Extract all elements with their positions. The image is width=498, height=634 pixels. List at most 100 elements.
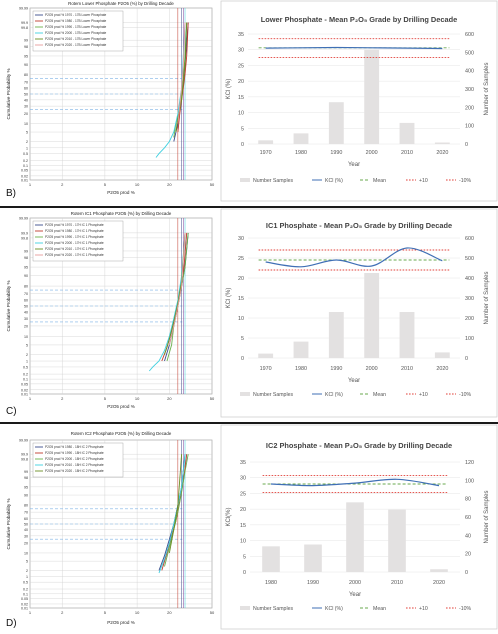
sample-count-bar bbox=[258, 140, 274, 144]
bar-chart-lower-phosphate: 0 5 10 15 20 25 30 35 0 100 200 300 400 500 600 1970 198… bbox=[220, 0, 498, 202]
x-axis-label: P2O5 prod % bbox=[107, 620, 135, 625]
probability-series-line bbox=[175, 22, 188, 133]
chart-title: Rotem IC2 Phosphate P2O5 (%) by Drilling… bbox=[71, 431, 172, 436]
x-tick-label: 2 bbox=[61, 610, 64, 615]
y-tick-label: 70 bbox=[24, 511, 28, 515]
x-tick-label: 1990 bbox=[330, 150, 342, 156]
chart-frame bbox=[220, 0, 498, 202]
y-tick-label: 99.99 bbox=[19, 439, 28, 443]
y-tick-label: 95 bbox=[24, 485, 28, 489]
y-tick-label: 99.99 bbox=[19, 217, 28, 221]
x-tick-label: 50 bbox=[210, 396, 215, 401]
y-tick-label: 0.05 bbox=[21, 169, 28, 173]
legend-entry: -10% bbox=[459, 606, 471, 612]
y-tick-label: 0 bbox=[241, 356, 244, 362]
x-tick-label: 1 bbox=[29, 182, 32, 187]
y-tick-label: 20 bbox=[24, 324, 28, 328]
legend-entry: -10% bbox=[459, 178, 471, 184]
y-tick-label: 99 bbox=[24, 249, 28, 253]
probability-plot-lower-phosphate: 0.010.020.050.10.20.51251020304050607080… bbox=[6, 1, 215, 195]
legend-entry: Number Samples bbox=[253, 392, 293, 398]
legend-entry: P2O5 prod % 2010 - 17B Lower Phosphate bbox=[45, 37, 107, 41]
x-tick-label: 50 bbox=[210, 182, 215, 187]
x-tick-label: 5 bbox=[104, 396, 107, 401]
y2-tick-label: 100 bbox=[465, 478, 474, 484]
x-tick-label: 2000 bbox=[349, 580, 361, 586]
legend-swatch-bars bbox=[240, 392, 250, 396]
y-tick-label: 5 bbox=[26, 343, 28, 347]
y2-tick-label: 60 bbox=[465, 515, 471, 521]
y-tick-label: 40 bbox=[24, 310, 28, 314]
legend-entry: KCl (%) bbox=[325, 606, 343, 612]
y-tick-label: 0.05 bbox=[21, 382, 28, 386]
legend-box bbox=[32, 220, 124, 262]
y-tick-label: 99 bbox=[24, 39, 28, 43]
y-tick-label: 35 bbox=[238, 32, 244, 38]
y-axis-label: KCl (%) bbox=[226, 79, 232, 100]
y2-tick-label: 400 bbox=[465, 69, 474, 75]
sample-count-bar bbox=[399, 312, 415, 358]
sample-count-bar bbox=[430, 569, 448, 572]
y-tick-label: 98 bbox=[24, 476, 28, 480]
y-tick-label: 20 bbox=[24, 542, 28, 546]
y2-tick-label: 0 bbox=[465, 570, 468, 576]
y-tick-label: 20 bbox=[238, 276, 244, 282]
y-tick-label: 90 bbox=[24, 274, 28, 278]
legend-entry: P2O5 prod % 2010 - 18H IC 2 Phosphate bbox=[45, 463, 104, 467]
legend-entry: +10 bbox=[419, 392, 428, 398]
x-tick-label: 2010 bbox=[401, 150, 413, 156]
y-tick-label: 20 bbox=[24, 112, 28, 116]
y-tick-label: 99.9 bbox=[21, 21, 28, 25]
panel-label-d: D) bbox=[6, 618, 17, 629]
y-tick-label: 0.2 bbox=[23, 588, 28, 592]
x-tick-label: 2 bbox=[61, 182, 64, 187]
y-tick-label: 99.9 bbox=[21, 453, 28, 457]
y-tick-label: 30 bbox=[238, 236, 244, 242]
y2-tick-label: 200 bbox=[465, 105, 474, 111]
sample-count-bar bbox=[328, 102, 344, 144]
y-tick-label: 0.02 bbox=[21, 602, 28, 606]
legend-entry: P2O5 prod % 1980 - 17H IC 1 Phosphate bbox=[45, 229, 104, 233]
y2-tick-label: 300 bbox=[465, 87, 474, 93]
y-tick-label: 0.5 bbox=[23, 581, 28, 585]
y-tick-label: 50 bbox=[24, 305, 28, 309]
sample-count-bar bbox=[364, 273, 380, 358]
y2-tick-label: 80 bbox=[465, 497, 471, 503]
y-tick-label: 35 bbox=[240, 460, 246, 466]
y-tick-label: 0.02 bbox=[21, 388, 28, 392]
panel-divider-top bbox=[0, 206, 498, 208]
x-tick-label: 2010 bbox=[391, 580, 403, 586]
y2-tick-label: 100 bbox=[465, 336, 474, 342]
legend-swatch-bars bbox=[240, 606, 250, 610]
y-tick-label: 0.05 bbox=[21, 597, 28, 601]
x-tick-label: 10 bbox=[135, 182, 140, 187]
x-tick-label: 1 bbox=[29, 610, 32, 615]
legend-entry: +10 bbox=[419, 178, 428, 184]
y-axis-label: KCl (%) bbox=[226, 288, 232, 309]
y-axis-label: Cumulative Probability % bbox=[6, 68, 11, 119]
y-tick-label: 10 bbox=[238, 316, 244, 322]
y-tick-label: 90 bbox=[24, 494, 28, 498]
panel-label-c: C) bbox=[6, 406, 17, 417]
y2-tick-label: 500 bbox=[465, 256, 474, 262]
x-tick-label: 1970 bbox=[260, 150, 272, 156]
legend-entry: Number Samples bbox=[253, 178, 293, 184]
y2-tick-label: 300 bbox=[465, 296, 474, 302]
sample-count-bar bbox=[388, 509, 406, 572]
y-tick-label: 0.1 bbox=[23, 378, 28, 382]
y-tick-label: 25 bbox=[240, 491, 246, 497]
x-tick-label: 1 bbox=[29, 396, 32, 401]
y-tick-label: 80 bbox=[24, 503, 28, 507]
y-tick-label: 70 bbox=[24, 292, 28, 296]
y-axis-label: Cumulative Probability % bbox=[6, 498, 11, 549]
probability-series-line bbox=[148, 232, 186, 372]
legend-entry: P2O5 prod % 1990 - 18H IC 2 Phosphate bbox=[45, 451, 104, 455]
y-tick-label: 95 bbox=[24, 54, 28, 58]
legend-entry: Mean bbox=[373, 178, 386, 184]
legend-entry: P2O5 prod % 1970 - 17H IC 1 Phosphate bbox=[45, 223, 104, 227]
y2-tick-label: 600 bbox=[465, 32, 474, 38]
y-tick-label: 2 bbox=[26, 140, 28, 144]
y-tick-label: 15 bbox=[238, 296, 244, 302]
legend-entry: P2O5 prod % 2020 - 17B Lower Phosphate bbox=[45, 43, 107, 47]
y-tick-label: 90 bbox=[24, 63, 28, 67]
